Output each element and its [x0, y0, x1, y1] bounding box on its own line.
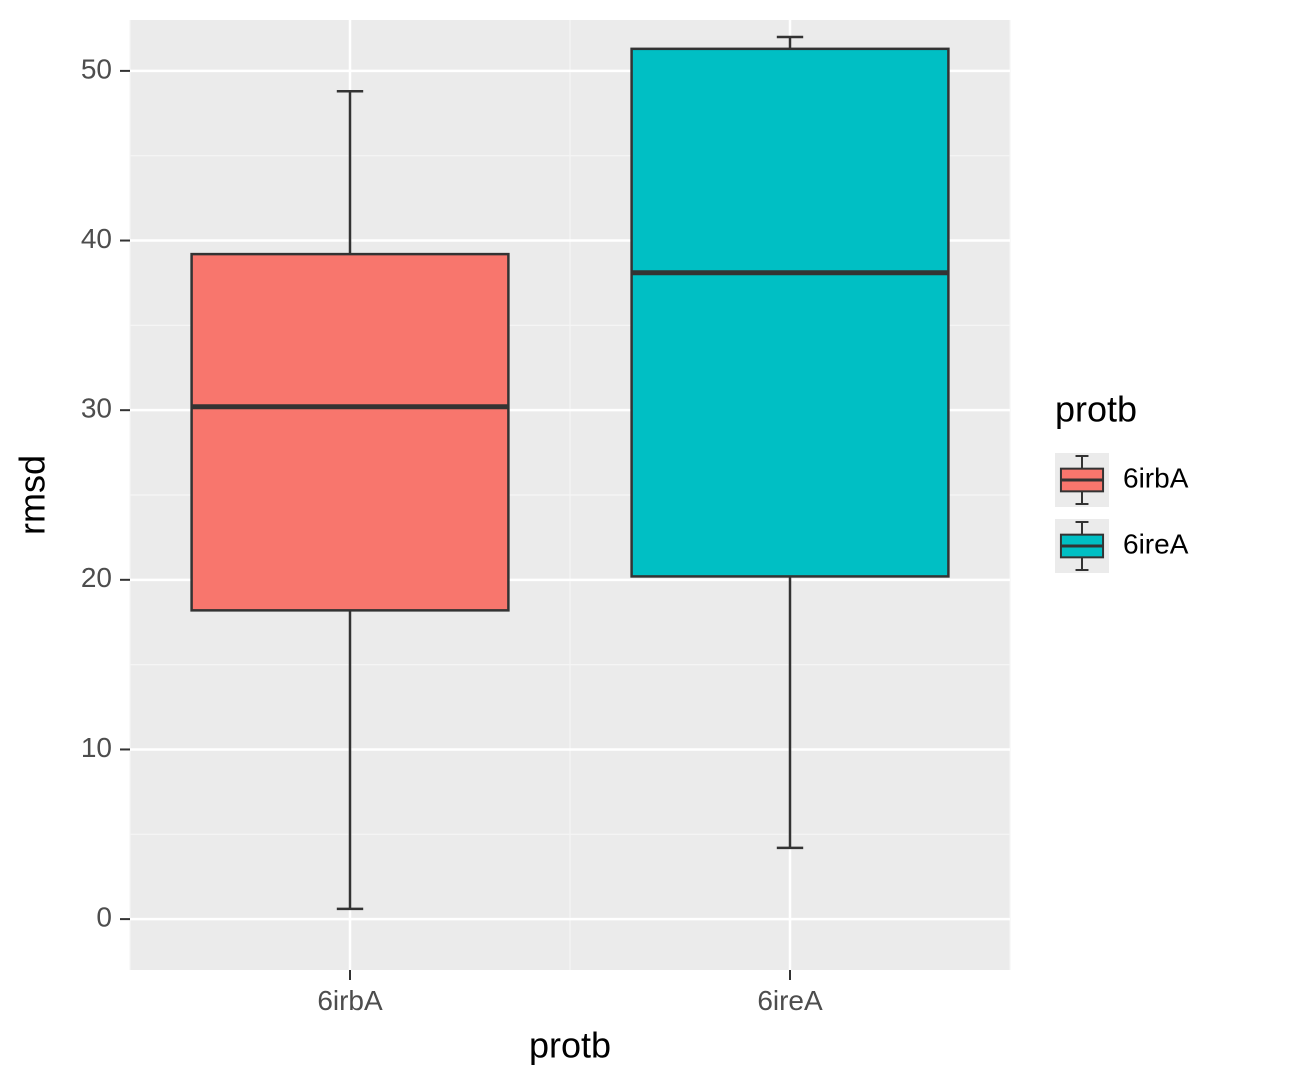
legend-item-6irbA: 6irbA — [1055, 453, 1189, 507]
y-tick-label: 50 — [81, 53, 112, 84]
y-tick-label: 40 — [81, 223, 112, 254]
y-tick-label: 10 — [81, 732, 112, 763]
legend-label: 6irbA — [1123, 462, 1189, 493]
legend-label: 6ireA — [1123, 528, 1189, 559]
legend-title: protb — [1055, 388, 1137, 429]
box — [632, 49, 949, 577]
legend-item-6ireA: 6ireA — [1055, 519, 1189, 573]
x-tick-label: 6irbA — [317, 985, 383, 1016]
legend: protb 6irbA 6ireA — [1055, 388, 1189, 573]
boxplot-chart: 0 10 20 30 40 50 6irbA 6ireA rmsd protb protb 6irbA… — [0, 0, 1296, 1078]
x-axis-title: protb — [529, 1025, 611, 1066]
y-tick-label: 0 — [96, 901, 112, 932]
y-tick-label: 30 — [81, 393, 112, 424]
chart-container: 0 10 20 30 40 50 6irbA 6ireA rmsd protb protb 6irbA… — [0, 0, 1296, 1078]
y-tick-label: 20 — [81, 562, 112, 593]
box — [192, 254, 509, 610]
x-tick-label: 6ireA — [757, 985, 823, 1016]
y-axis-title: rmsd — [12, 455, 53, 535]
